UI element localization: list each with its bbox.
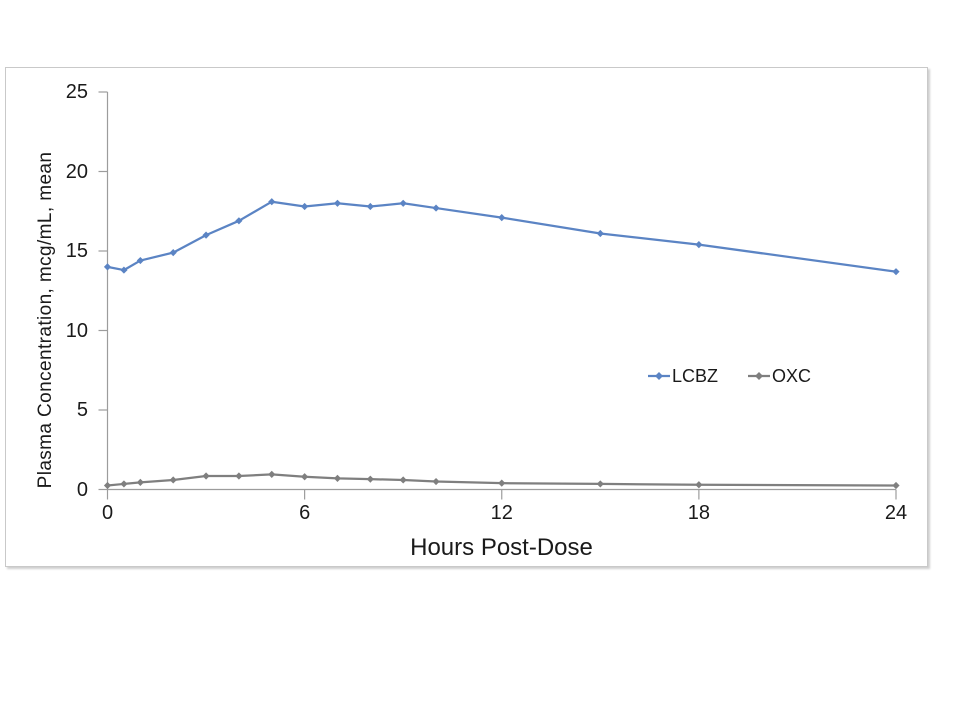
data-point-marker-lcbz xyxy=(120,266,128,274)
x-tick-label: 12 xyxy=(490,502,513,524)
data-point-marker-lcbz xyxy=(301,202,309,211)
legend-item-oxc: OXC xyxy=(748,366,811,387)
data-point-marker-lcbz xyxy=(235,217,243,225)
legend-item-lcbz: LCBZ xyxy=(648,366,718,387)
data-point-marker-oxc xyxy=(202,472,210,480)
data-point-marker-oxc xyxy=(596,480,604,488)
data-point-marker-lcbz xyxy=(333,199,342,207)
x-tick-label: 6 xyxy=(299,502,311,524)
data-point-marker-lcbz xyxy=(202,231,210,239)
legend-label: OXC xyxy=(772,365,812,386)
data-point-marker-oxc xyxy=(136,478,144,486)
y-tick-label: 10 xyxy=(65,319,88,342)
legend: LCBZ OXC xyxy=(648,364,811,388)
series-line-lcbz xyxy=(107,200,897,273)
data-point-marker-lcbz xyxy=(399,199,407,207)
x-tick-label: 24 xyxy=(884,502,908,524)
data-point-marker-oxc xyxy=(399,476,407,484)
x-tick-label: 18 xyxy=(687,502,710,524)
data-point-marker-lcbz xyxy=(892,268,900,276)
data-point-marker-lcbz xyxy=(366,202,374,211)
y-tick-label: 0 xyxy=(76,478,88,501)
x-tick-label: 0 xyxy=(101,502,114,524)
data-point-marker-oxc xyxy=(169,476,177,484)
data-point-marker-lcbz xyxy=(695,241,703,249)
data-point-marker-oxc xyxy=(301,473,309,481)
data-point-marker-oxc xyxy=(103,481,112,490)
y-axis-title: Plasma Concentration, mcg/mL, mean xyxy=(35,151,56,489)
data-point-marker-lcbz xyxy=(268,198,276,206)
plot-svg xyxy=(98,91,900,500)
data-point-marker-oxc xyxy=(120,480,128,488)
data-point-marker-oxc xyxy=(432,477,440,486)
data-point-marker-oxc xyxy=(498,479,506,487)
x-axis-title: Hours Post-Dose xyxy=(410,534,593,561)
data-point-marker-oxc xyxy=(695,481,703,489)
data-point-marker-lcbz xyxy=(498,214,506,222)
data-point-marker-lcbz xyxy=(103,263,112,271)
data-point-marker-lcbz xyxy=(169,248,177,257)
y-tick-label: 15 xyxy=(65,240,88,262)
chart-area xyxy=(5,67,928,567)
data-point-marker-oxc xyxy=(892,481,900,490)
legend-marker-icon xyxy=(648,372,670,380)
data-point-marker-lcbz xyxy=(596,229,604,238)
data-point-marker-oxc xyxy=(366,475,374,483)
legend-label: LCBZ xyxy=(672,365,719,386)
legend-marker-icon xyxy=(748,372,771,380)
series-line-oxc xyxy=(107,473,897,487)
y-tick-label: 25 xyxy=(65,81,88,103)
data-point-marker-lcbz xyxy=(136,256,144,265)
y-tick-label: 20 xyxy=(65,160,88,183)
data-point-marker-oxc xyxy=(333,474,342,482)
data-point-marker-lcbz xyxy=(432,204,440,212)
y-tick-label: 5 xyxy=(76,399,88,421)
data-point-marker-oxc xyxy=(235,472,243,480)
data-point-marker-oxc xyxy=(268,470,276,478)
